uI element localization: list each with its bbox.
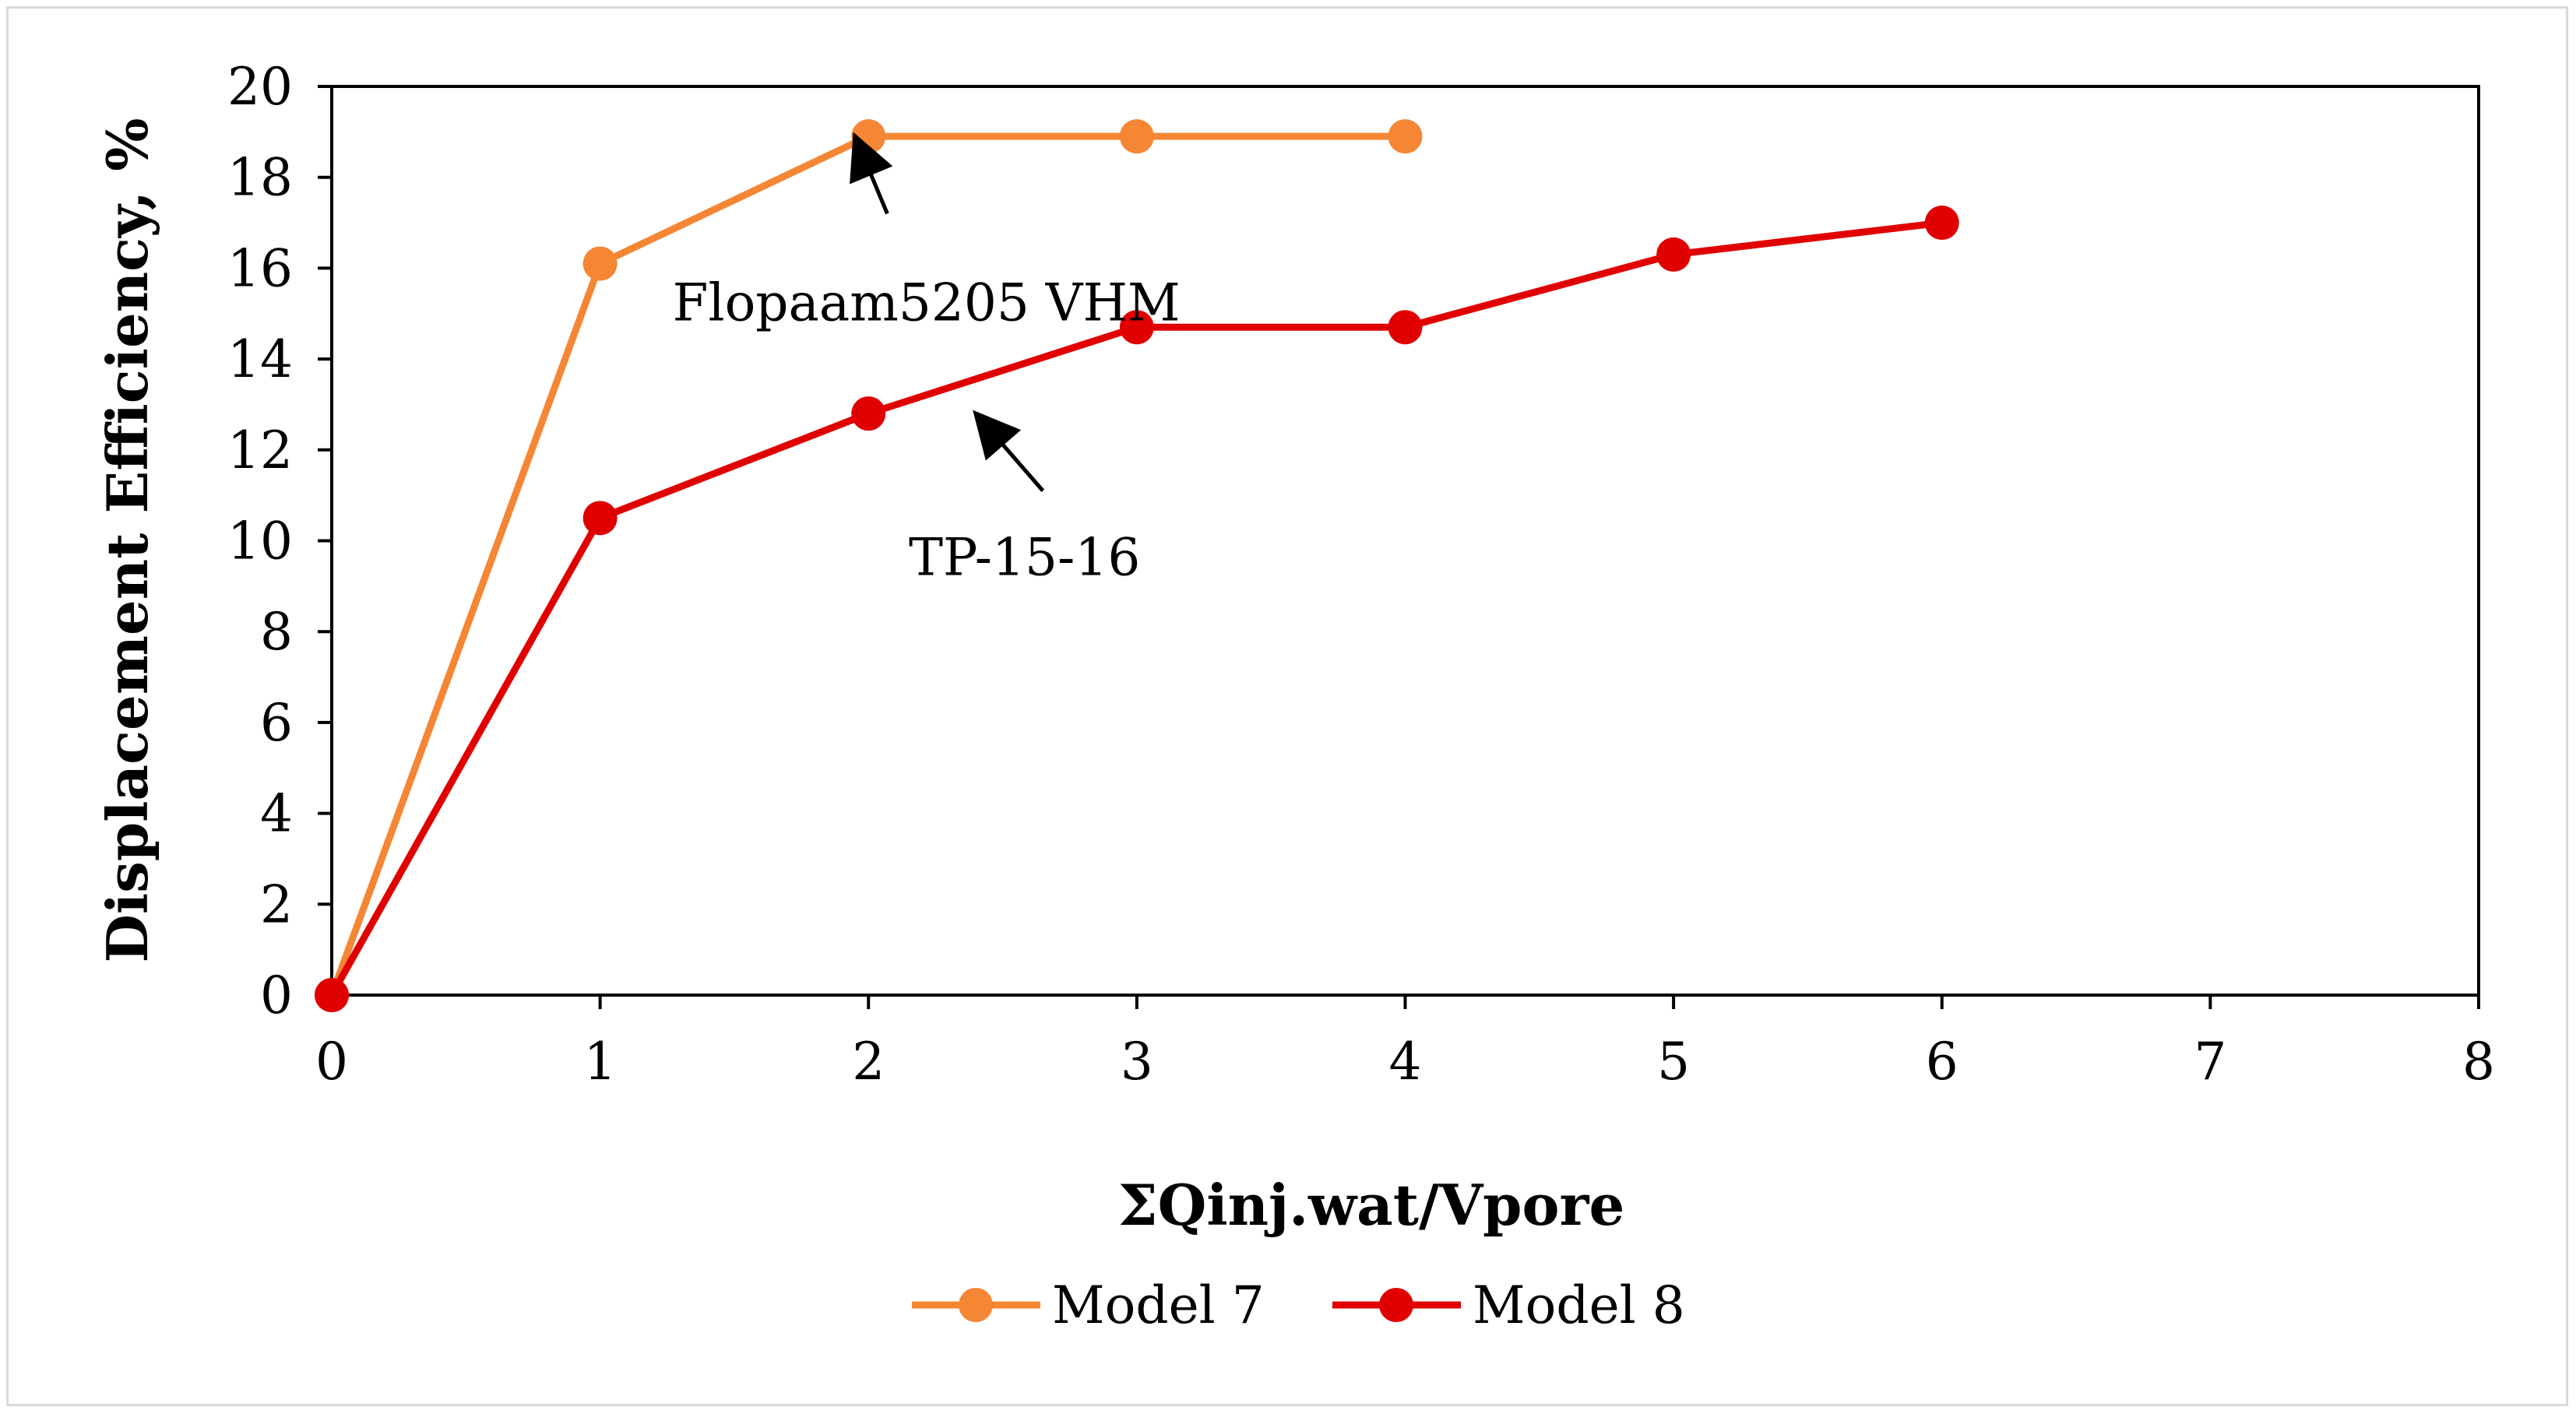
y-tick-label: 14 (227, 329, 293, 389)
annotation-layer: Flopaam5205 VHM TP-15-16 (673, 132, 1181, 587)
x-tick-label: 2 (852, 1032, 885, 1092)
y-tick-label: 4 (260, 784, 293, 844)
model-8-point (851, 396, 886, 431)
annotation-label: TP-15-16 (909, 527, 1140, 587)
model-8-point (1924, 206, 1959, 241)
y-tick-label: 8 (260, 602, 293, 662)
legend-marker-model-8 (1379, 1288, 1413, 1322)
y-axis: 0 2 4 6 8 10 12 14 16 18 20 (227, 57, 332, 1025)
legend-label-model-8: Model 8 (1473, 1275, 1685, 1335)
x-tick-label: 6 (1926, 1032, 1958, 1092)
x-axis: 0 1 2 3 4 5 6 7 8 (315, 995, 2495, 1092)
annotation-label: Flopaam5205 VHM (673, 273, 1181, 333)
model-8-point (1388, 310, 1423, 345)
y-axis-title: Displacement Efficiency, % (94, 118, 160, 963)
legend-marker-model-7 (959, 1288, 993, 1322)
legend-label-model-7: Model 7 (1052, 1275, 1265, 1335)
x-tick-label: 8 (2462, 1032, 2495, 1092)
y-tick-label: 6 (260, 693, 293, 753)
y-tick-label: 2 (260, 874, 293, 934)
model-8-point (1119, 310, 1154, 345)
y-tick-label: 18 (227, 148, 293, 208)
x-tick-label: 5 (1657, 1032, 1690, 1092)
model-7-point (1119, 119, 1154, 154)
plot-area (330, 85, 2480, 997)
model-7-point (582, 246, 618, 281)
y-tick-label: 16 (227, 238, 293, 298)
y-tick-label: 10 (227, 512, 293, 572)
y-tick-label: 0 (260, 966, 293, 1025)
model-8-point (1656, 237, 1691, 272)
x-axis-title: ΣQinj.wat/Vpore (1118, 1172, 1625, 1238)
x-tick-label: 4 (1389, 1032, 1422, 1092)
model-7-line (328, 132, 1406, 997)
x-tick-label: 7 (2194, 1032, 2226, 1092)
annotation-arrow (973, 410, 1045, 492)
model-7-point (1388, 119, 1423, 154)
x-tick-label: 1 (584, 1032, 617, 1092)
x-tick-label: 0 (315, 1032, 348, 1092)
annotation-arrow (850, 132, 893, 215)
y-tick-label: 20 (227, 57, 293, 117)
x-tick-label: 3 (1121, 1032, 1153, 1092)
model-8-point (315, 978, 349, 1012)
y-tick-label: 12 (227, 420, 293, 480)
legend: Model 7 Model 8 (912, 1275, 1685, 1335)
model-8-point (582, 501, 618, 536)
